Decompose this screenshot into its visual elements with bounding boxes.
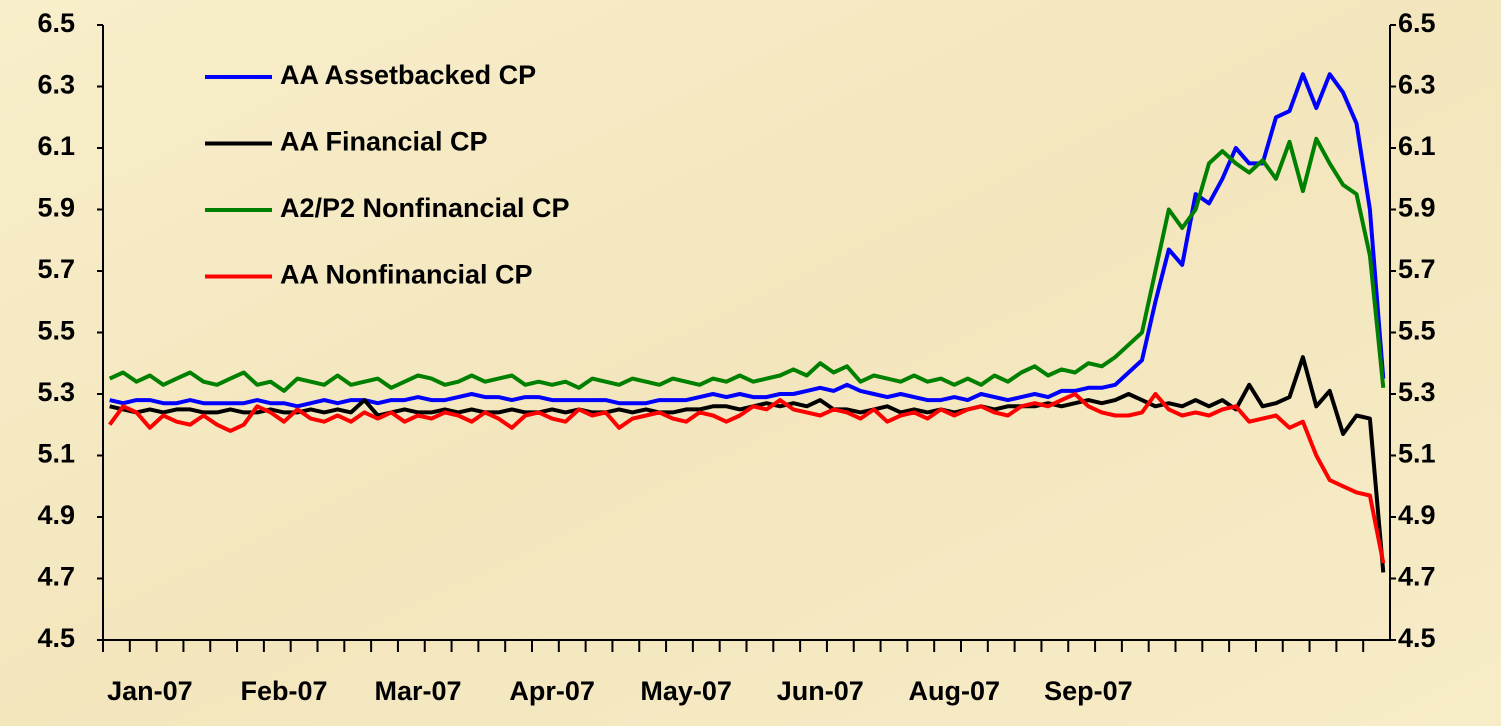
- y2-tick-label: 4.5: [1398, 623, 1436, 653]
- y2-tick-label: 5.7: [1398, 254, 1436, 284]
- y-tick-label: 4.5: [37, 623, 75, 653]
- y2-tick-label: 4.7: [1398, 562, 1436, 592]
- x-tick-label: Apr-07: [509, 676, 595, 706]
- legend-label: AA Nonfinancial CP: [280, 260, 533, 290]
- y-tick-label: 5.9: [37, 193, 75, 223]
- y-tick-label: 6.3: [37, 70, 75, 100]
- y2-tick-label: 5.1: [1398, 439, 1436, 469]
- y2-tick-label: 6.3: [1398, 70, 1436, 100]
- y2-tick-label: 6.5: [1398, 8, 1436, 38]
- y2-tick-label: 5.9: [1398, 193, 1436, 223]
- y2-tick-label: 4.9: [1398, 500, 1436, 530]
- series-line: [108, 392, 1386, 564]
- legend-label: AA Financial CP: [280, 127, 488, 157]
- series-line: [109, 72, 1386, 409]
- y-tick-label: 4.9: [37, 500, 75, 530]
- x-tick-label: Jun-07: [777, 676, 864, 706]
- x-tick-label: Aug-07: [909, 676, 1001, 706]
- x-tick-label: Jan-07: [107, 676, 193, 706]
- x-tick-label: Sep-07: [1044, 676, 1133, 706]
- y2-tick-label: 5.3: [1398, 377, 1436, 407]
- y-tick-label: 5.7: [37, 254, 75, 284]
- x-tick-label: Feb-07: [240, 676, 327, 706]
- legend-label: AA Assetbacked CP: [280, 60, 536, 90]
- series-line: [108, 136, 1386, 393]
- x-tick-label: May-07: [640, 676, 732, 706]
- y-tick-label: 4.7: [37, 562, 75, 592]
- y-tick-label: 5.3: [37, 377, 75, 407]
- y-tick-label: 5.1: [37, 439, 75, 469]
- legend-label: A2/P2 Nonfinancial CP: [280, 193, 570, 223]
- y2-tick-label: 6.1: [1398, 131, 1436, 161]
- x-tick-label: Mar-07: [375, 676, 462, 706]
- y-tick-label: 6.5: [37, 8, 75, 38]
- series-line: [109, 355, 1386, 573]
- y2-tick-label: 5.5: [1398, 316, 1436, 346]
- y-tick-label: 5.5: [37, 316, 75, 346]
- y-tick-label: 6.1: [37, 131, 75, 161]
